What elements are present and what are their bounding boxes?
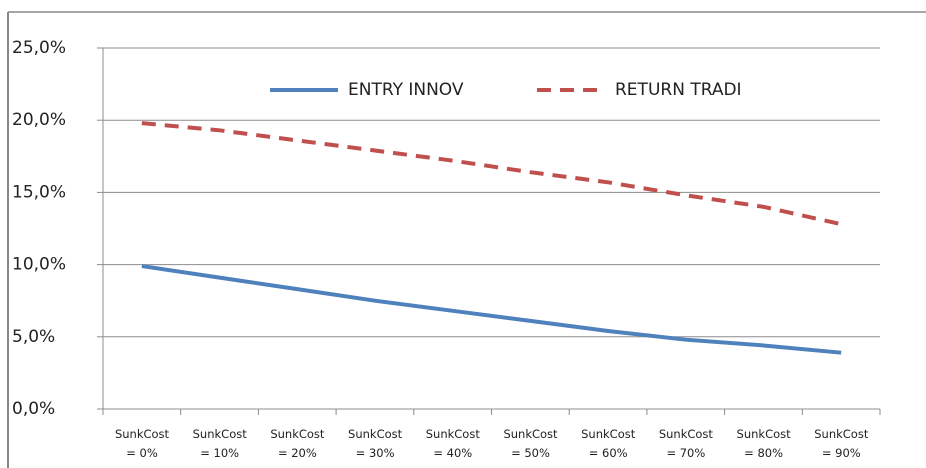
x-tick-label: SunkCost = 0% [114, 427, 170, 460]
y-tick-label: 10,0% [12, 255, 66, 275]
y-tick-label: 20,0% [12, 110, 66, 130]
x-tick-label: SunkCost = 80% [736, 427, 791, 460]
y-tick-label: 25,0% [12, 38, 66, 58]
series-line [141, 121, 842, 227]
x-tick-label: SunkCost = 70% [658, 427, 713, 460]
x-tick-label: SunkCost = 90% [814, 427, 869, 460]
y-tick-label: 0,0% [12, 399, 55, 419]
series-line [141, 264, 842, 355]
x-tick-label: SunkCost = 50% [503, 427, 558, 460]
x-tick-label: SunkCost = 20% [270, 427, 325, 460]
y-tick-label: 15,0% [12, 182, 66, 202]
x-tick-label: SunkCost = 10% [192, 427, 247, 460]
y-tick-label: 5,0% [12, 327, 55, 347]
x-tick-label: SunkCost = 60% [581, 427, 636, 460]
x-tick-label: SunkCost = 40% [425, 427, 480, 460]
x-tick-label: SunkCost = 30% [348, 427, 403, 460]
legend-label: ENTRY INNOV [348, 80, 464, 100]
legend-label: RETURN TRADI [615, 80, 742, 100]
